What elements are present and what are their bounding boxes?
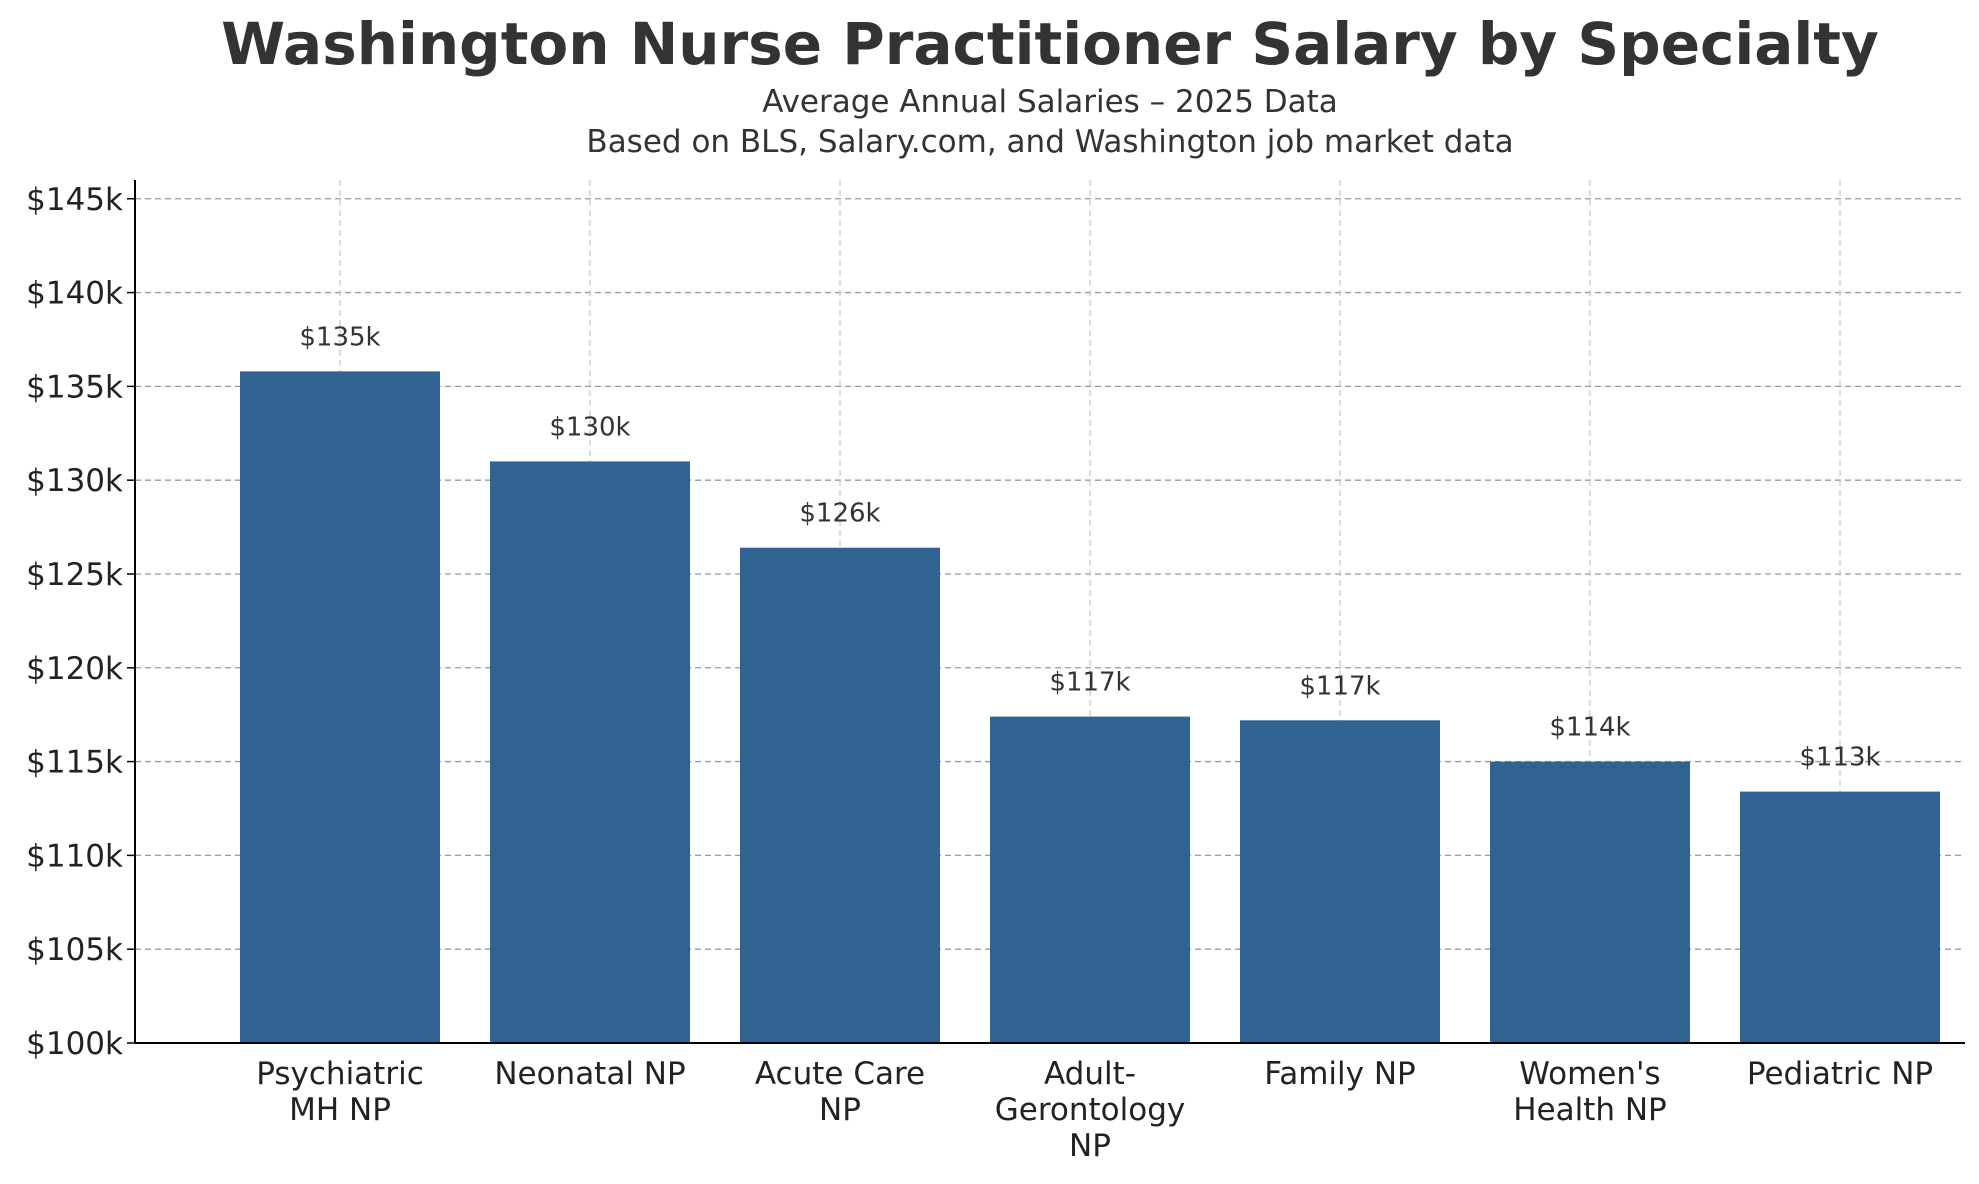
x-tick-label-line: Health NP: [1513, 1092, 1667, 1128]
y-tick-label: $120k: [26, 651, 123, 687]
x-tick-label-line: MH NP: [289, 1092, 391, 1128]
data-label: $130k: [549, 412, 630, 442]
y-tick-label: $115k: [26, 745, 123, 781]
x-tick-label: Pediatric NP: [1747, 1056, 1933, 1092]
x-tick-label: Acute Care NP: [755, 1056, 925, 1128]
bar: [1740, 791, 1940, 1043]
x-tick-label-line: Family NP: [1264, 1056, 1416, 1092]
bar: [990, 716, 1190, 1043]
data-label: $126k: [799, 499, 880, 529]
data-label: $117k: [1049, 668, 1130, 698]
bar: [490, 461, 690, 1043]
x-tick-label-line: NP: [819, 1092, 861, 1128]
x-tick-label-line: Gerontology: [995, 1092, 1186, 1128]
bar: [1240, 720, 1440, 1043]
x-tick-label-line: NP: [1069, 1128, 1111, 1164]
data-label: $114k: [1549, 713, 1630, 743]
x-tick-label-line: Neonatal NP: [494, 1056, 685, 1092]
bar: [1490, 761, 1690, 1043]
y-tick-label: $125k: [26, 557, 123, 593]
chart-subtitle-line-2: Based on BLS, Salary.com, and Washington…: [586, 124, 1513, 160]
y-tick-label: $130k: [26, 463, 123, 499]
data-label: $117k: [1299, 671, 1380, 701]
x-tick-label-line: Acute Care: [755, 1056, 925, 1092]
chart-title: Washington Nurse Practitioner Salary by …: [221, 10, 1879, 78]
x-tick-label: Adult-Gerontology NP: [995, 1056, 1186, 1164]
x-tick-label-line: Women's: [1519, 1056, 1660, 1092]
x-tick-label-line: Psychiatric: [256, 1056, 424, 1092]
x-tick-label: Women's Health NP: [1513, 1056, 1667, 1128]
y-tick-label: $105k: [26, 932, 123, 968]
x-tick-label: Neonatal NP: [494, 1056, 685, 1092]
bar: [240, 371, 440, 1044]
x-tick-label: Psychiatric MH NP: [256, 1056, 424, 1128]
y-tick-label: $110k: [26, 838, 123, 874]
y-tick-label: $100k: [26, 1026, 123, 1062]
y-tick-label: $145k: [26, 182, 123, 218]
x-tick-label-line: Pediatric NP: [1747, 1056, 1933, 1092]
plot-area: $135k Psychiatric MH NP $130k Neonatal NP $12…: [26, 180, 1965, 1164]
x-tick-label: Family NP: [1264, 1056, 1416, 1092]
x-tick-label-line: Adult-: [1044, 1056, 1136, 1092]
chart-subtitle-line-1: Average Annual Salaries – 2025 Data: [762, 84, 1338, 120]
y-tick-label: $140k: [26, 276, 123, 312]
data-label: $113k: [1799, 743, 1880, 773]
bar: [740, 547, 940, 1043]
y-tick-label: $135k: [26, 369, 123, 405]
data-label: $135k: [299, 322, 380, 352]
